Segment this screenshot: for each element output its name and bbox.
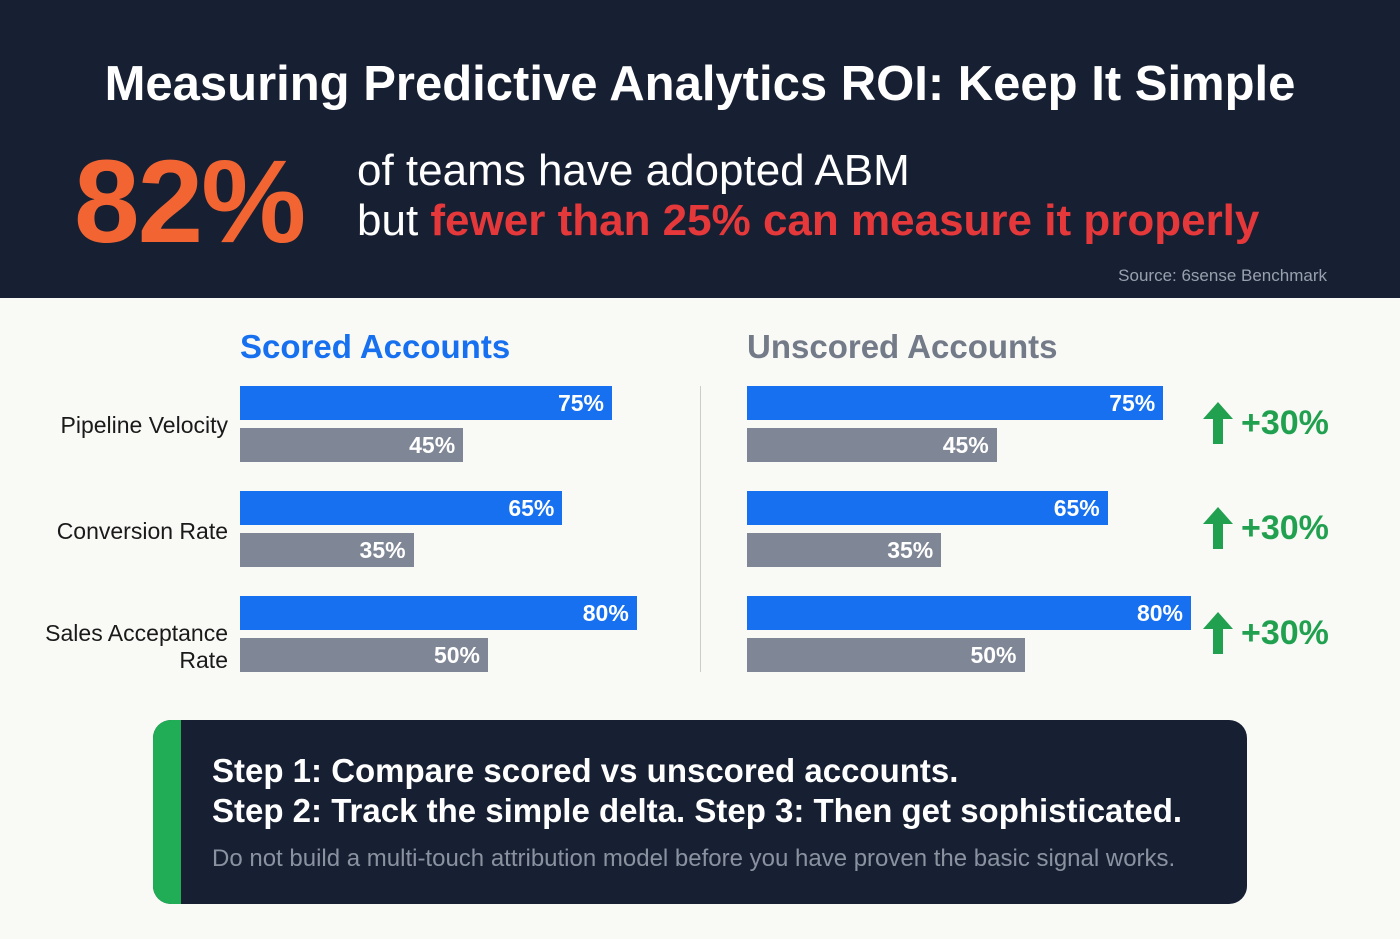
bar: 65%	[240, 491, 563, 525]
panel-divider	[700, 386, 701, 672]
bar-label: 35%	[359, 537, 406, 563]
header-banner: Measuring Predictive Analytics ROI: Keep…	[0, 0, 1400, 298]
delta-indicator: +30%	[1203, 402, 1329, 444]
bar-label: 45%	[409, 432, 456, 458]
bar-label: 75%	[1109, 390, 1156, 416]
bar-label: 75%	[557, 390, 604, 416]
callout-accent	[153, 720, 181, 904]
bar-label: 50%	[433, 642, 480, 668]
delta-value: +30%	[1241, 403, 1329, 442]
bar: 35%	[240, 533, 414, 567]
row-label-line: Sales Acceptance	[45, 620, 228, 646]
bar-label: 65%	[1053, 495, 1100, 521]
delta-indicator: +30%	[1203, 507, 1329, 549]
stat-highlight: fewer than 25% can measure it properly	[430, 196, 1260, 245]
callout-note: Do not build a multi-touch attribution m…	[212, 845, 1176, 872]
delta-value: +30%	[1241, 613, 1329, 652]
headline-stat: 82%	[74, 136, 306, 268]
bar: 65%	[747, 491, 1108, 525]
row-label: Pipeline Velocity	[60, 412, 229, 438]
step-2: Step 2: Track the simple delta. Step 3: …	[212, 792, 1183, 829]
arrow-up-icon	[1203, 402, 1233, 444]
bar: 80%	[240, 596, 637, 630]
panel-title-scored: Scored Accounts	[240, 328, 511, 365]
stat-prefix: but	[357, 196, 419, 245]
bar-label: 50%	[970, 642, 1017, 668]
page-title: Measuring Predictive Analytics ROI: Keep…	[104, 57, 1296, 111]
bar-label: 80%	[1136, 600, 1183, 626]
bar: 45%	[240, 428, 464, 462]
bar: 35%	[747, 533, 942, 567]
row-label-line: Rate	[179, 647, 228, 673]
step-1: Step 1: Compare scored vs unscored accou…	[212, 752, 959, 789]
bar: 50%	[240, 638, 488, 672]
arrow-up-icon	[1203, 612, 1233, 654]
bar-label: 65%	[508, 495, 555, 521]
stat-line-1: of teams have adopted ABM	[357, 146, 910, 195]
bar-label: 45%	[942, 432, 989, 458]
bar-label: 35%	[887, 537, 934, 563]
bar: 75%	[240, 386, 612, 420]
row-label: Conversion Rate	[56, 518, 228, 544]
row-label: Sales Acceptance Rate	[45, 620, 228, 674]
stat-line-2: but fewer than 25% can measure it proper…	[357, 196, 1259, 246]
delta-indicator: +30%	[1203, 612, 1329, 654]
bar: 45%	[747, 428, 997, 462]
delta-value: +30%	[1241, 508, 1329, 547]
panel-title-unscored: Unscored Accounts	[747, 328, 1058, 365]
bar: 80%	[747, 596, 1191, 630]
callout-box: Step 1: Compare scored vs unscored accou…	[153, 720, 1247, 904]
arrow-up-icon	[1203, 507, 1233, 549]
bar-label: 80%	[582, 600, 629, 626]
source-note: Source: 6sense Benchmark	[1118, 266, 1327, 285]
bar: 50%	[747, 638, 1025, 672]
bar: 75%	[747, 386, 1164, 420]
